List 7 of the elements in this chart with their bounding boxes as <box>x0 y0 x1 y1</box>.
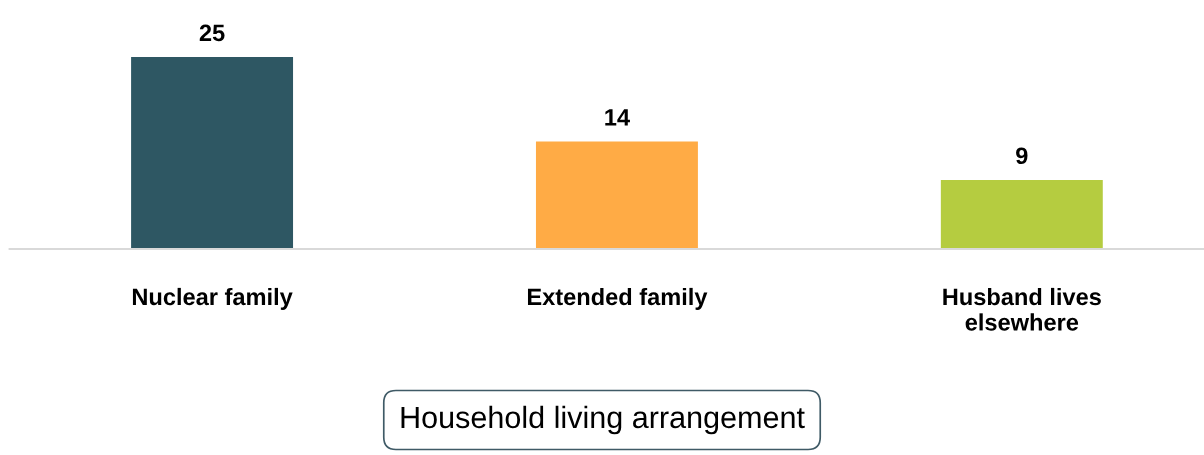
x-tick-label: Nuclear family <box>132 287 293 310</box>
x-tick-label: Husband lives elsewhere <box>943 287 1101 331</box>
x-axis-title: Household living arrangement <box>401 405 805 435</box>
data-label: 25 <box>199 24 225 42</box>
data-label: 9 <box>1016 147 1028 165</box>
x-tick-label: Extended family <box>527 287 708 310</box>
data-label: 14 <box>605 109 630 126</box>
